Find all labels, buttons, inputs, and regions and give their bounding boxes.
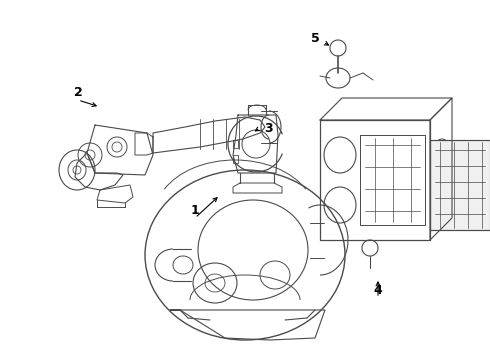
Text: 5: 5	[311, 31, 319, 45]
Polygon shape	[430, 140, 490, 230]
Text: 1: 1	[191, 203, 199, 216]
Text: 4: 4	[374, 284, 382, 297]
Text: 2: 2	[74, 85, 82, 99]
Text: 3: 3	[264, 122, 272, 135]
